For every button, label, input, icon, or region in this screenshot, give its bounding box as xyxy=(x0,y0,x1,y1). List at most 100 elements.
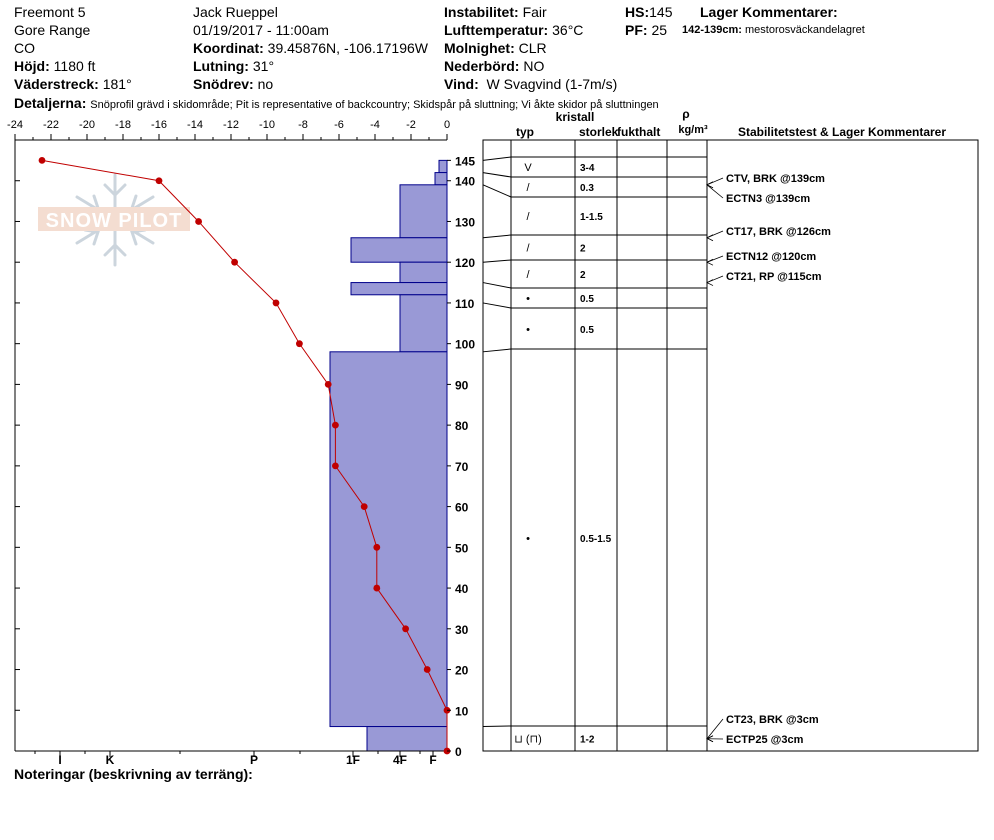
wind-loading-value: no xyxy=(257,76,274,92)
state-name: CO xyxy=(14,40,35,56)
precipitation-label: Nederbörd: xyxy=(444,58,520,74)
air-temperature-label: Lufttemperatur: xyxy=(444,22,549,38)
depth-tick-label: 40 xyxy=(455,582,469,596)
temp-tick-label: -10 xyxy=(259,119,275,131)
layer-grain-type: • xyxy=(526,324,530,336)
wind-value: W Svagvind (1-7m/s) xyxy=(486,76,618,92)
hardness-tick-label: 1F xyxy=(346,753,360,767)
layer-grain-type: V xyxy=(524,162,532,174)
layer-connector xyxy=(482,156,512,161)
header-density-unit: kg/m³ xyxy=(678,124,708,136)
hardness-bar xyxy=(366,726,448,752)
layer-grain-size: 0.5-1.5 xyxy=(580,534,612,545)
temp-tick-label: -8 xyxy=(298,119,308,131)
layer-grain-size: 1-2 xyxy=(580,735,595,746)
temp-tick-label: -6 xyxy=(334,119,344,131)
layer-grain-size: 2 xyxy=(580,244,586,255)
stability-test-label: CTV, BRK @139cm xyxy=(726,173,825,185)
elevation-label: Höjd: xyxy=(14,58,50,74)
layer-connector xyxy=(482,184,512,198)
temp-tick-label: -24 xyxy=(7,119,23,131)
hardness-bar xyxy=(350,282,448,296)
layer-comment: 142-139cm: mestorosväckandelagret xyxy=(682,21,865,39)
depth-tick-label: 10 xyxy=(455,704,469,718)
details-text: Snöprofil grävd i skidområde; Pit is rep… xyxy=(90,99,659,111)
stability-leader xyxy=(706,718,724,740)
slope: Lutning: 31° xyxy=(193,57,274,75)
coordinates: Koordinat: 39.45876N, -106.17196W xyxy=(193,39,428,57)
header-crystal: kristall xyxy=(556,110,595,124)
stability-arrow xyxy=(706,181,714,189)
temperature-point xyxy=(38,156,46,164)
wind: Vind: W Svagvind (1-7m/s) xyxy=(444,75,617,93)
slope-label: Lutning: xyxy=(193,58,249,74)
layer-grain-type: / xyxy=(526,269,530,281)
range-name: Gore Range xyxy=(14,22,91,38)
air-temperature-value: 36°C xyxy=(552,22,584,38)
layer-grain-type: • xyxy=(526,293,530,305)
hardness-tick-label: 4F xyxy=(393,753,407,767)
temperature-point xyxy=(332,421,339,429)
air-temperature: Lufttemperatur: 36°C xyxy=(444,21,583,39)
hardness-bar xyxy=(399,261,448,284)
svg-text:SNOW PILOT: SNOW PILOT xyxy=(46,210,183,232)
elevation: Höjd: 1180 ft xyxy=(14,57,95,75)
details: Detaljerna: Snöprofil grävd i skidområde… xyxy=(14,94,659,114)
temperature-point xyxy=(373,584,381,592)
temp-tick-label: -14 xyxy=(187,119,203,131)
depth-tick-label: 80 xyxy=(455,419,469,433)
aspect-label: Väderstreck: xyxy=(14,76,99,92)
layer-grain-size: 0.5 xyxy=(580,294,594,305)
snow-height-value: 145 xyxy=(649,4,673,20)
precipitation-value: NO xyxy=(523,58,545,74)
details-label: Detaljerna: xyxy=(14,95,87,111)
depth-tick-label: 20 xyxy=(455,664,469,678)
temperature-point xyxy=(195,218,203,225)
header-type: typ xyxy=(516,125,534,139)
layer-connector xyxy=(482,348,512,353)
layer-grain-type: / xyxy=(526,182,530,194)
sky-cover-value: CLR xyxy=(518,40,547,56)
depth-axis: 0 10 20 30 40 50 60 70 80 90 100 110 120 130 140 145 xyxy=(447,154,475,759)
sky-cover-label: Molnighet: xyxy=(444,40,515,56)
temperature-point xyxy=(360,503,368,510)
temp-tick-label: 0 xyxy=(444,119,450,131)
temperature-point xyxy=(231,258,239,266)
instability: Instabilitet: Fair xyxy=(444,3,547,21)
depth-tick-label: 60 xyxy=(455,501,469,515)
depth-tick-label: 50 xyxy=(455,541,469,555)
hardness-bars xyxy=(329,159,448,752)
layer-connector xyxy=(482,234,512,239)
temp-tick-label: -12 xyxy=(223,119,239,131)
layer-grain-type: / xyxy=(526,243,530,255)
snowpilot-logo: SNOW PILOT xyxy=(38,173,190,267)
stability-leader xyxy=(706,184,724,199)
stability-test-label: CT23, BRK @3cm xyxy=(726,714,819,726)
layer-comment-range: 142-139cm: xyxy=(682,24,742,36)
header-size: storlek xyxy=(579,125,619,139)
hardness-bar xyxy=(399,294,448,353)
layer-connector xyxy=(482,259,512,263)
temp-tick-label: -20 xyxy=(79,119,95,131)
layer-grain-size: 3-4 xyxy=(580,163,595,174)
temperature-point xyxy=(332,462,339,470)
hardness-tick-label: I xyxy=(58,753,61,767)
layer-grain-type: ⊔ (⊓) xyxy=(514,734,542,746)
hardness-tick-label: K xyxy=(106,753,115,767)
temperature-point xyxy=(402,625,409,633)
temp-tick-label: -4 xyxy=(370,119,380,131)
temperature-point xyxy=(272,299,280,307)
table-headers: kristall typ storlek fukthalt ρ kg/m³ St… xyxy=(516,107,946,139)
temp-tick-label: -16 xyxy=(151,119,167,131)
header-rho: ρ xyxy=(682,107,689,121)
stability-test-label: ECTN3 @139cm xyxy=(726,193,810,205)
table-frame xyxy=(482,139,979,752)
stability-test-label: CT21, RP @115cm xyxy=(726,271,822,283)
temperature-profile xyxy=(38,156,451,755)
depth-tick-label: 130 xyxy=(455,215,475,229)
sky-cover: Molnighet: CLR xyxy=(444,39,547,57)
header-stability: Stabilitetstest & Lager Kommentarer xyxy=(738,125,946,139)
aspect: Väderstreck: 181° xyxy=(14,75,132,93)
temperature-point xyxy=(373,543,381,551)
precipitation: Nederbörd: NO xyxy=(444,57,544,75)
